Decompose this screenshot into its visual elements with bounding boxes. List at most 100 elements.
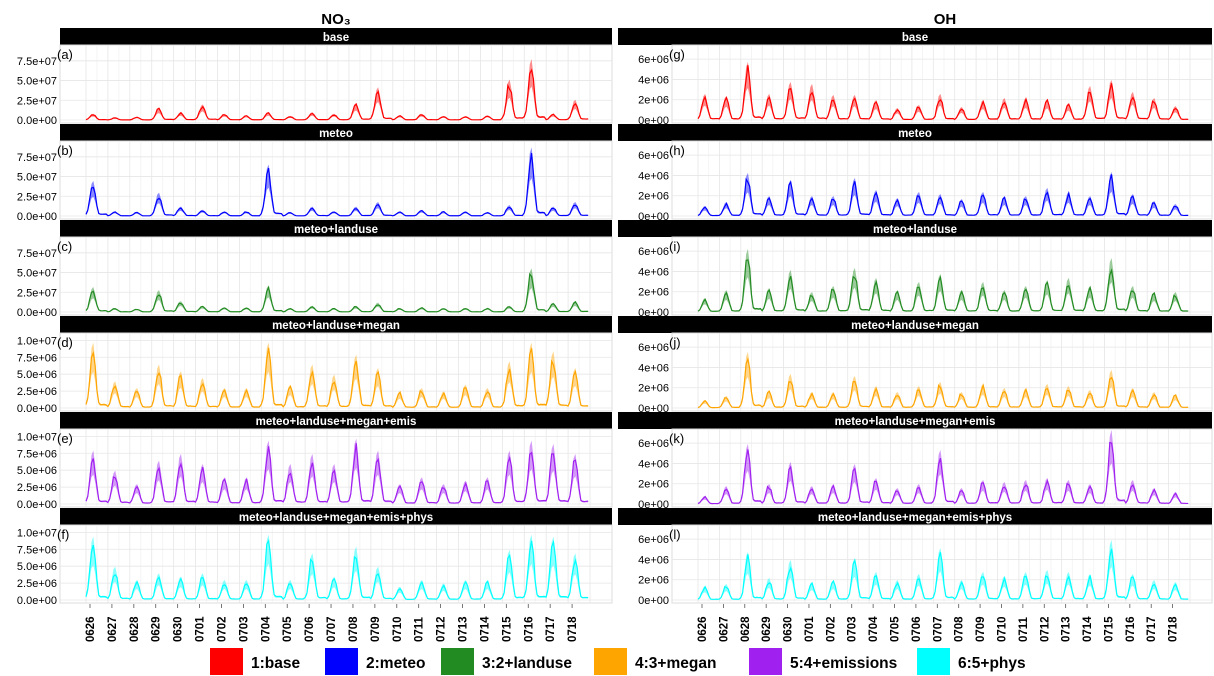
y-tick-label: 6e+06 <box>638 54 669 66</box>
panel-tag: (a) <box>57 47 73 62</box>
panel-a: base 0.0e+00 2.5e+07 5.0e+07 7.5e+07 (a) <box>17 28 613 127</box>
y-tick-label: 6e+06 <box>638 534 669 546</box>
x-tick-label: 0718 <box>567 616 579 642</box>
panel-tag: (f) <box>57 527 69 542</box>
legend-swatch <box>594 648 627 675</box>
y-tick-label: 2e+06 <box>638 287 669 299</box>
y-tick-label: 0e+00 <box>638 595 669 607</box>
y-tick-label: 7.5e+06 <box>17 448 57 460</box>
x-tick-label: 0716 <box>1125 616 1137 642</box>
x-tick-label: 0711 <box>414 616 426 642</box>
y-tick-label: 4e+06 <box>638 554 669 566</box>
panel-strip <box>60 508 612 525</box>
x-tick-label: 0703 <box>238 616 250 642</box>
y-tick-label: 2e+06 <box>638 383 669 395</box>
y-tick-label: 7.5e+07 <box>17 248 57 260</box>
panel-tag: (j) <box>669 335 681 350</box>
panel-b: meteo 0.0e+00 2.5e+07 5.0e+07 7.5e+07 (b) <box>17 124 613 223</box>
legend-item: 6:5+phys <box>917 648 1026 675</box>
y-tick-label: 0.0e+00 <box>17 211 57 223</box>
y-tick-label: 2.5e+06 <box>17 482 57 494</box>
y-tick-label: 5.0e+06 <box>17 369 57 381</box>
panel-c: meteo+landuse 0.0e+00 2.5e+07 5.0e+07 7.5e+0… <box>17 220 613 319</box>
panel-tag: (e) <box>57 431 73 446</box>
x-tick-label: 0715 <box>1103 616 1115 642</box>
panel-tag: (i) <box>669 239 681 254</box>
panel-strip-label: meteo+landuse+megan+emis+phys <box>818 512 1012 524</box>
y-tick-label: 0.0e+00 <box>17 115 57 127</box>
y-tick-label: 2.5e+07 <box>17 95 57 107</box>
y-tick-label: 2e+06 <box>638 479 669 491</box>
panel-l: meteo+landuse+megan+emis+phys 0e+00 2e+06 4… <box>618 508 1213 607</box>
series-band <box>86 438 589 504</box>
panel-strip-label: meteo+landuse <box>294 224 378 236</box>
panel-strip-label: meteo+landuse+megan+emis+phys <box>239 512 433 524</box>
x-tick-label: 0707 <box>326 616 338 642</box>
x-tick-label: 0629 <box>151 616 163 642</box>
series-line <box>697 357 1189 409</box>
y-tick-label: 2e+06 <box>638 191 669 203</box>
x-tick-label: 0706 <box>911 616 923 642</box>
x-tick-label: 0701 <box>195 616 207 642</box>
y-tick-label: 4e+06 <box>638 362 669 374</box>
y-tick-label: 0.0e+00 <box>17 307 57 319</box>
x-tick-label: 0714 <box>479 616 491 642</box>
panel-strip <box>618 316 1212 333</box>
x-tick-label: 0707 <box>932 616 944 642</box>
y-tick-label: 7.5e+07 <box>17 56 57 68</box>
series-line <box>85 68 589 121</box>
y-tick-label: 6e+06 <box>638 438 669 450</box>
y-tick-label: 4e+06 <box>638 458 669 470</box>
panel-strip <box>60 220 612 237</box>
x-tick-label: 0630 <box>783 616 795 642</box>
y-tick-label: 0.0e+00 <box>17 499 57 511</box>
panel-strip <box>618 124 1212 141</box>
panel-strip <box>618 508 1212 525</box>
panel-strip-label: base <box>902 32 928 44</box>
panel-strip-label: meteo+landuse+megan+emis <box>835 416 996 428</box>
x-tick-label: 0703 <box>847 616 859 642</box>
panel-strip-label: meteo+landuse+megan <box>851 320 979 332</box>
x-tick-label: 0627 <box>718 616 730 642</box>
panel-strip-label: meteo+landuse+megan <box>272 320 400 332</box>
panel-strip <box>618 220 1212 237</box>
x-tick-label: 0705 <box>890 616 902 642</box>
x-tick-label: 0706 <box>304 616 316 642</box>
x-tick-label: 0705 <box>282 616 294 642</box>
x-tick-label: 0715 <box>501 616 513 642</box>
x-tick-label: 0628 <box>129 616 141 642</box>
x-tick-label: 0708 <box>348 616 360 642</box>
x-tick-label: 0716 <box>523 616 535 642</box>
panel-strip-label: base <box>323 32 349 44</box>
y-tick-label: 2e+06 <box>638 575 669 587</box>
series-line <box>697 441 1189 505</box>
y-tick-label: 2.5e+06 <box>17 386 57 398</box>
legend-item: 2:meteo <box>325 648 425 675</box>
legend-item: 4:3+megan <box>594 648 716 675</box>
y-tick-label: 0.0e+00 <box>17 595 57 607</box>
y-tick-label: 6e+06 <box>638 246 669 258</box>
legend-item: 1:base <box>210 648 300 675</box>
x-tick-label: 0629 <box>761 616 773 642</box>
series-line <box>85 272 589 313</box>
series-line <box>85 443 589 504</box>
panel-strip <box>618 412 1212 429</box>
panel-tag: (k) <box>669 431 684 446</box>
y-tick-label: 6e+06 <box>638 150 669 162</box>
y-tick-label: 1.0e+07 <box>17 335 57 347</box>
y-tick-label: 2e+06 <box>638 95 669 107</box>
panel-strip-label: meteo <box>898 128 932 140</box>
series-line <box>697 259 1189 312</box>
x-tick-label: 0626 <box>85 616 97 642</box>
x-tick-label: 0701 <box>804 616 816 642</box>
x-tick-label: 0714 <box>1082 616 1094 642</box>
series-line <box>697 174 1189 217</box>
y-tick-label: 5.0e+07 <box>17 268 57 280</box>
panel-tag: (l) <box>669 527 681 542</box>
legend-item: 5:4+emissions <box>749 648 897 675</box>
x-tick-label: 0628 <box>740 616 752 642</box>
panel-strip-label: meteo <box>319 128 353 140</box>
x-tick-label: 0630 <box>173 616 185 642</box>
